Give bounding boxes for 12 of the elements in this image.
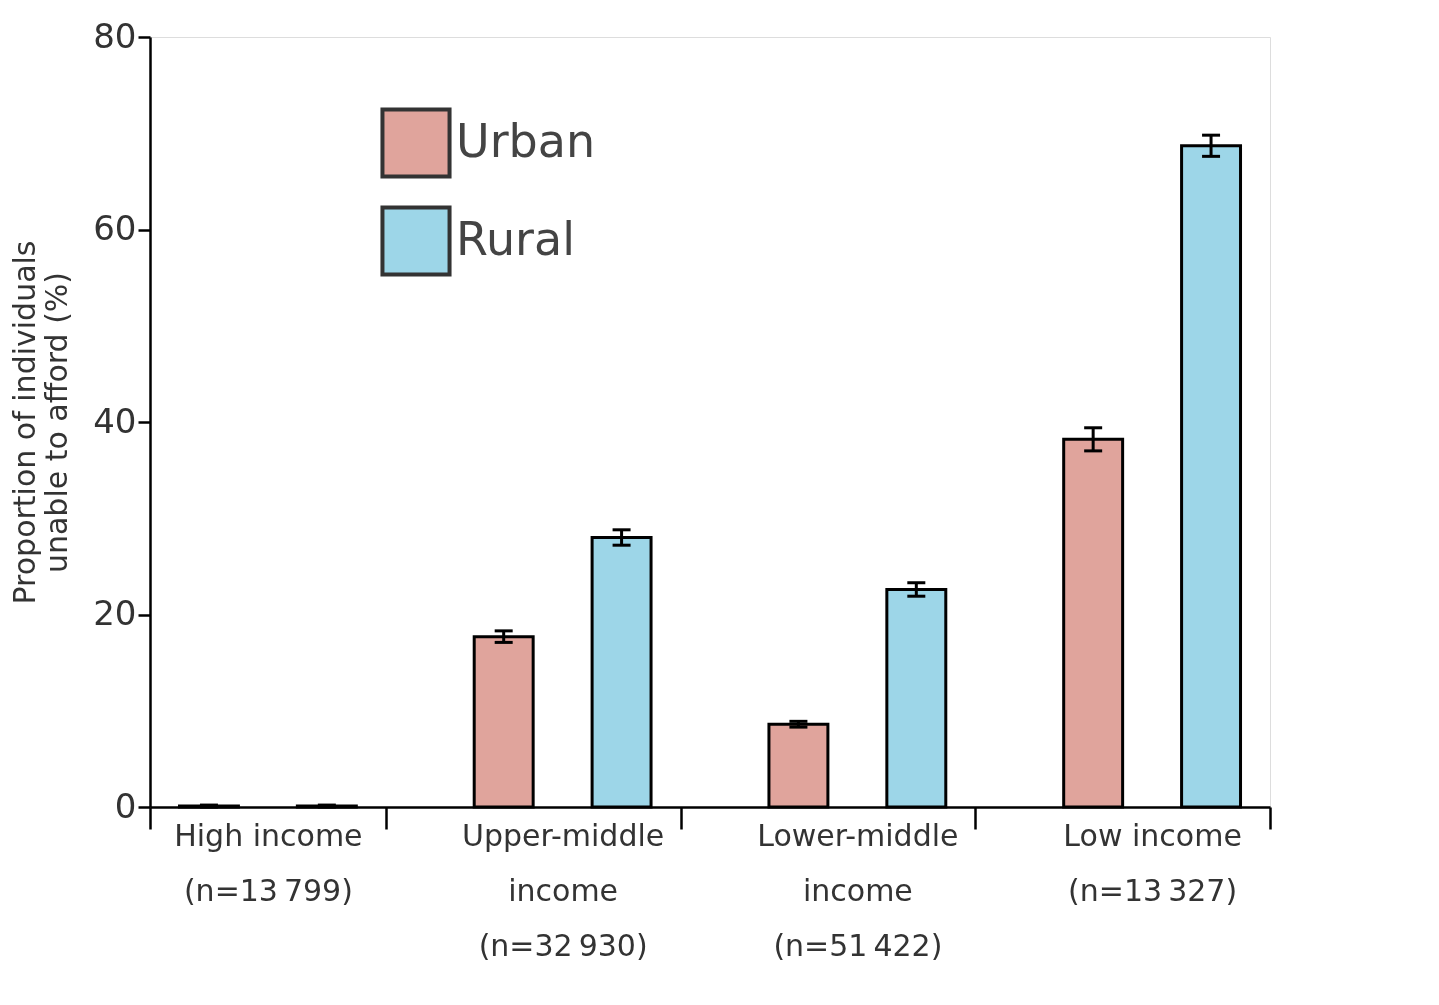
y-tick-label: 0 [114,785,137,826]
legend-label: Urban [456,114,596,168]
x-tick-label: Low income (n=13 327) [1063,817,1242,908]
y-tick-label: 20 [93,593,137,633]
y-tick-label: 60 [93,208,137,248]
x-tick-label: Upper-middle income (n=32 930) [462,817,665,963]
y-tick-label: 40 [93,400,137,441]
y-tick-label: 80 [93,15,137,56]
x-tick-label: High income (n=13 799) [174,817,363,908]
y-axis-title: Proportion of individuals unable to afford (%) [7,240,75,605]
x-tick-label: Lower-middle income (n=51 422) [757,817,959,963]
legend-label: Rural [456,212,575,266]
